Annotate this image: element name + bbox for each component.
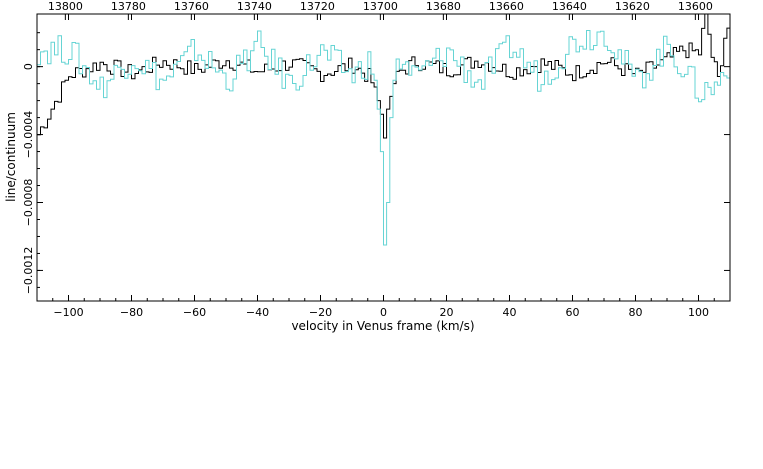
y-tick-label: 0 <box>22 63 35 70</box>
top-tick-label: 13720 <box>300 0 335 13</box>
x-tick-label: −80 <box>120 306 143 319</box>
top-tick-label: 13700 <box>363 0 398 13</box>
x-tick-label: −20 <box>309 306 332 319</box>
x-tick-label: 0 <box>380 306 387 319</box>
top-tick-label: 13760 <box>174 0 209 13</box>
left-y-axis: 0 −0.0004 −0.0008 −0.0012 <box>22 32 730 295</box>
top-tick-label: 13800 <box>48 0 83 13</box>
x-tick-label: −60 <box>183 306 206 319</box>
top-tick-label: 13600 <box>678 0 713 13</box>
x-tick-label: 60 <box>566 306 580 319</box>
series-cyan-line <box>37 30 730 246</box>
y-tick-label: −0.0004 <box>22 111 35 159</box>
x-axis-title: velocity in Venus frame (km/s) <box>291 319 474 333</box>
top-x-axis: 13800 13780 13760 13740 13720 13700 13680 13660… <box>48 0 713 20</box>
y-tick-label: −0.0008 <box>22 179 35 227</box>
x-tick-label: −100 <box>53 306 83 319</box>
top-tick-label: 13680 <box>426 0 461 13</box>
bottom-x-axis: −100 −80 −60 −40 −20 0 20 40 60 80 100 <box>36 14 731 319</box>
series-black-line <box>37 14 730 139</box>
x-tick-label: 80 <box>629 306 643 319</box>
top-tick-label: 13660 <box>489 0 524 13</box>
top-tick-label: 13740 <box>237 0 272 13</box>
y-tick-label: −0.0012 <box>22 247 35 295</box>
x-tick-label: −40 <box>246 306 269 319</box>
top-tick-label: 13780 <box>111 0 146 13</box>
top-tick-label: 13640 <box>552 0 587 13</box>
x-tick-label: 100 <box>688 306 709 319</box>
y-axis-title: line/continuum <box>4 112 18 202</box>
x-tick-label: 40 <box>503 306 517 319</box>
top-tick-label: 13620 <box>615 0 650 13</box>
x-tick-label: 20 <box>440 306 454 319</box>
series-layer <box>37 14 730 246</box>
